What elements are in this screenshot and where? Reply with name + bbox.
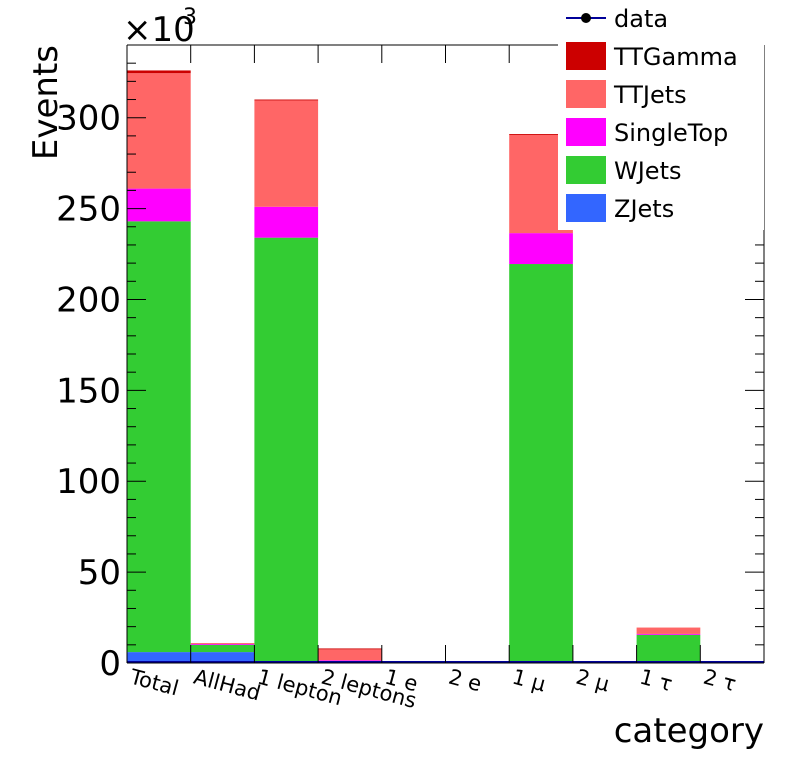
legend: data TTGamma TTJets SingleTop WJets ZJets	[558, 0, 764, 230]
bar-ttjets-1	[190, 643, 255, 644]
legend-swatch-singletop	[566, 118, 606, 146]
y-tick-label: 0	[99, 644, 121, 684]
legend-label: WJets	[614, 157, 682, 185]
y-tick-label: 200	[56, 280, 121, 320]
bar-ttgamma-0	[127, 70, 191, 74]
y-tick-label: 250	[56, 190, 121, 230]
bar-ttjets-3	[318, 649, 382, 661]
bar-zjets-0	[127, 652, 191, 663]
legend-label: SingleTop	[614, 119, 728, 147]
bar-ttgamma-6	[509, 134, 573, 135]
y-tick-label: 50	[78, 553, 121, 593]
legend-label: TTGamma	[613, 43, 738, 71]
bar-wjets-6	[509, 264, 573, 663]
bar-ttgamma-2	[254, 99, 319, 101]
y-tick-label: 100	[56, 462, 121, 502]
bar-singletop-0	[127, 188, 191, 222]
bar-wjets-0	[127, 221, 191, 653]
bar-ttjets-8	[636, 627, 701, 634]
bar-wjets-8	[636, 634, 701, 663]
y-exponent-power: 3	[183, 5, 197, 30]
legend-swatch-zjets	[566, 194, 606, 222]
legend-swatch-wjets	[566, 156, 606, 184]
legend-label: data	[614, 5, 668, 33]
y-axis-title: Events	[26, 45, 66, 160]
y-exponent-label: ×10	[123, 10, 195, 50]
x-axis-title: category	[614, 711, 764, 751]
bar-ttgamma-3	[318, 648, 382, 650]
bar-singletop-6	[509, 233, 573, 265]
bar-ttjets-2	[254, 100, 319, 207]
bar-singletop-1	[190, 643, 255, 645]
bar-singletop-2	[254, 206, 319, 238]
legend-label: ZJets	[614, 195, 674, 223]
legend-box	[558, 0, 764, 230]
bar-zjets-1	[190, 652, 255, 663]
y-tick-label: 300	[56, 99, 121, 139]
y-tick-label: 150	[56, 371, 121, 411]
legend-label: TTJets	[613, 81, 687, 109]
bar-ttjets-0	[127, 73, 191, 189]
bar-singletop-8	[636, 633, 701, 635]
legend-swatch-ttjets	[566, 80, 606, 108]
bar-wjets-2	[254, 237, 319, 663]
bar-wjets-1	[190, 644, 255, 653]
bars-layer	[127, 70, 764, 663]
legend-swatch-data-marker	[581, 13, 591, 23]
legend-swatch-ttgamma	[566, 42, 606, 70]
